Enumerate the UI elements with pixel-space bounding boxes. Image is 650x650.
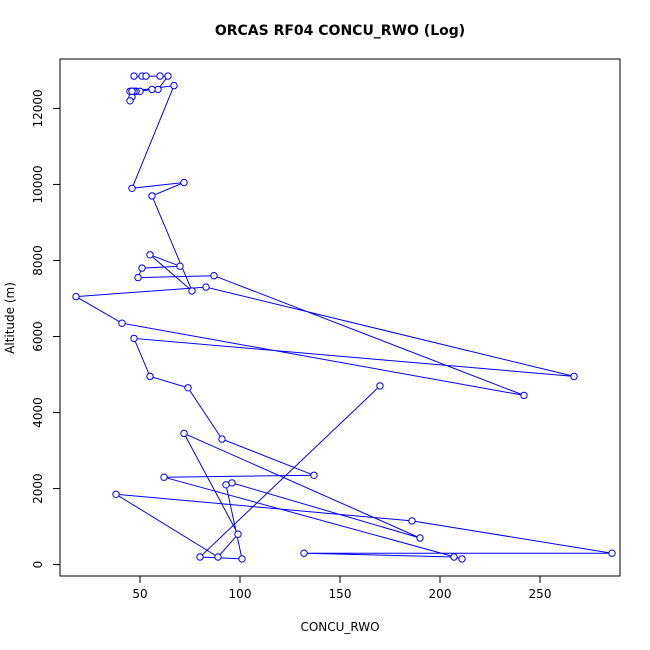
- x-axis-label: CONCU_RWO: [300, 620, 379, 634]
- data-point: [570, 372, 578, 381]
- data-point: [234, 530, 242, 538]
- x-tick-label: 150: [329, 587, 352, 601]
- y-axis-label: Altitude (m): [3, 282, 17, 354]
- data-point: [72, 292, 80, 301]
- data-point: [184, 384, 192, 392]
- data-point: [238, 555, 246, 563]
- y-tick-label: 10000: [31, 165, 45, 203]
- data-point: [218, 435, 226, 443]
- data-point: [138, 264, 146, 272]
- data-point: [416, 534, 424, 542]
- data-point: [196, 553, 204, 561]
- chart-title: ORCAS RF04 CONCU_RWO (Log): [215, 23, 465, 39]
- data-point: [180, 178, 188, 187]
- data-point: [146, 251, 154, 259]
- data-point: [176, 262, 184, 270]
- data-point: [130, 72, 138, 80]
- data-point: [408, 517, 416, 525]
- data-point: [170, 81, 178, 90]
- y-tick-label: 0: [31, 561, 45, 569]
- data-point: [214, 553, 222, 561]
- data-point: [458, 555, 466, 563]
- data-point: [128, 184, 136, 193]
- y-tick-label: 6000: [31, 321, 45, 352]
- data-point: [376, 382, 384, 390]
- data-point: [160, 473, 168, 481]
- data-point: [142, 72, 150, 80]
- data-point: [300, 549, 308, 557]
- y-tick-label: 8000: [31, 245, 45, 276]
- data-point: [118, 319, 126, 327]
- data-point: [228, 479, 236, 487]
- x-tick-label: 50: [132, 587, 147, 601]
- data-point: [164, 72, 172, 80]
- data-point: [126, 97, 134, 105]
- data-point: [128, 87, 136, 96]
- data-point: [130, 334, 138, 343]
- data-point: [148, 85, 156, 94]
- data-point: [134, 273, 142, 282]
- data-point: [148, 192, 156, 200]
- y-tick-label: 2000: [31, 473, 45, 504]
- y-tick-label: 4000: [31, 397, 45, 428]
- data-point: [222, 481, 230, 489]
- data-point: [146, 372, 154, 381]
- x-tick-label: 200: [429, 587, 452, 601]
- data-point: [520, 391, 528, 400]
- x-tick-label: 100: [229, 587, 252, 601]
- y-axis: 0 2000 4000 6000 8000 10000 12000: [31, 89, 61, 569]
- data-point: [450, 553, 458, 561]
- data-point: [156, 72, 164, 80]
- data-point: [202, 283, 210, 291]
- data-point: [310, 471, 318, 479]
- x-axis: 50 100 150 200 250: [132, 575, 552, 601]
- data-point: [608, 549, 616, 557]
- data-point: [154, 85, 162, 94]
- data-point: [188, 287, 196, 295]
- series-points: [72, 72, 616, 563]
- y-tick-label: 12000: [31, 89, 45, 127]
- data-point: [180, 429, 188, 438]
- data-point: [210, 272, 218, 280]
- x-tick-label: 250: [529, 587, 552, 601]
- data-point: [112, 490, 120, 498]
